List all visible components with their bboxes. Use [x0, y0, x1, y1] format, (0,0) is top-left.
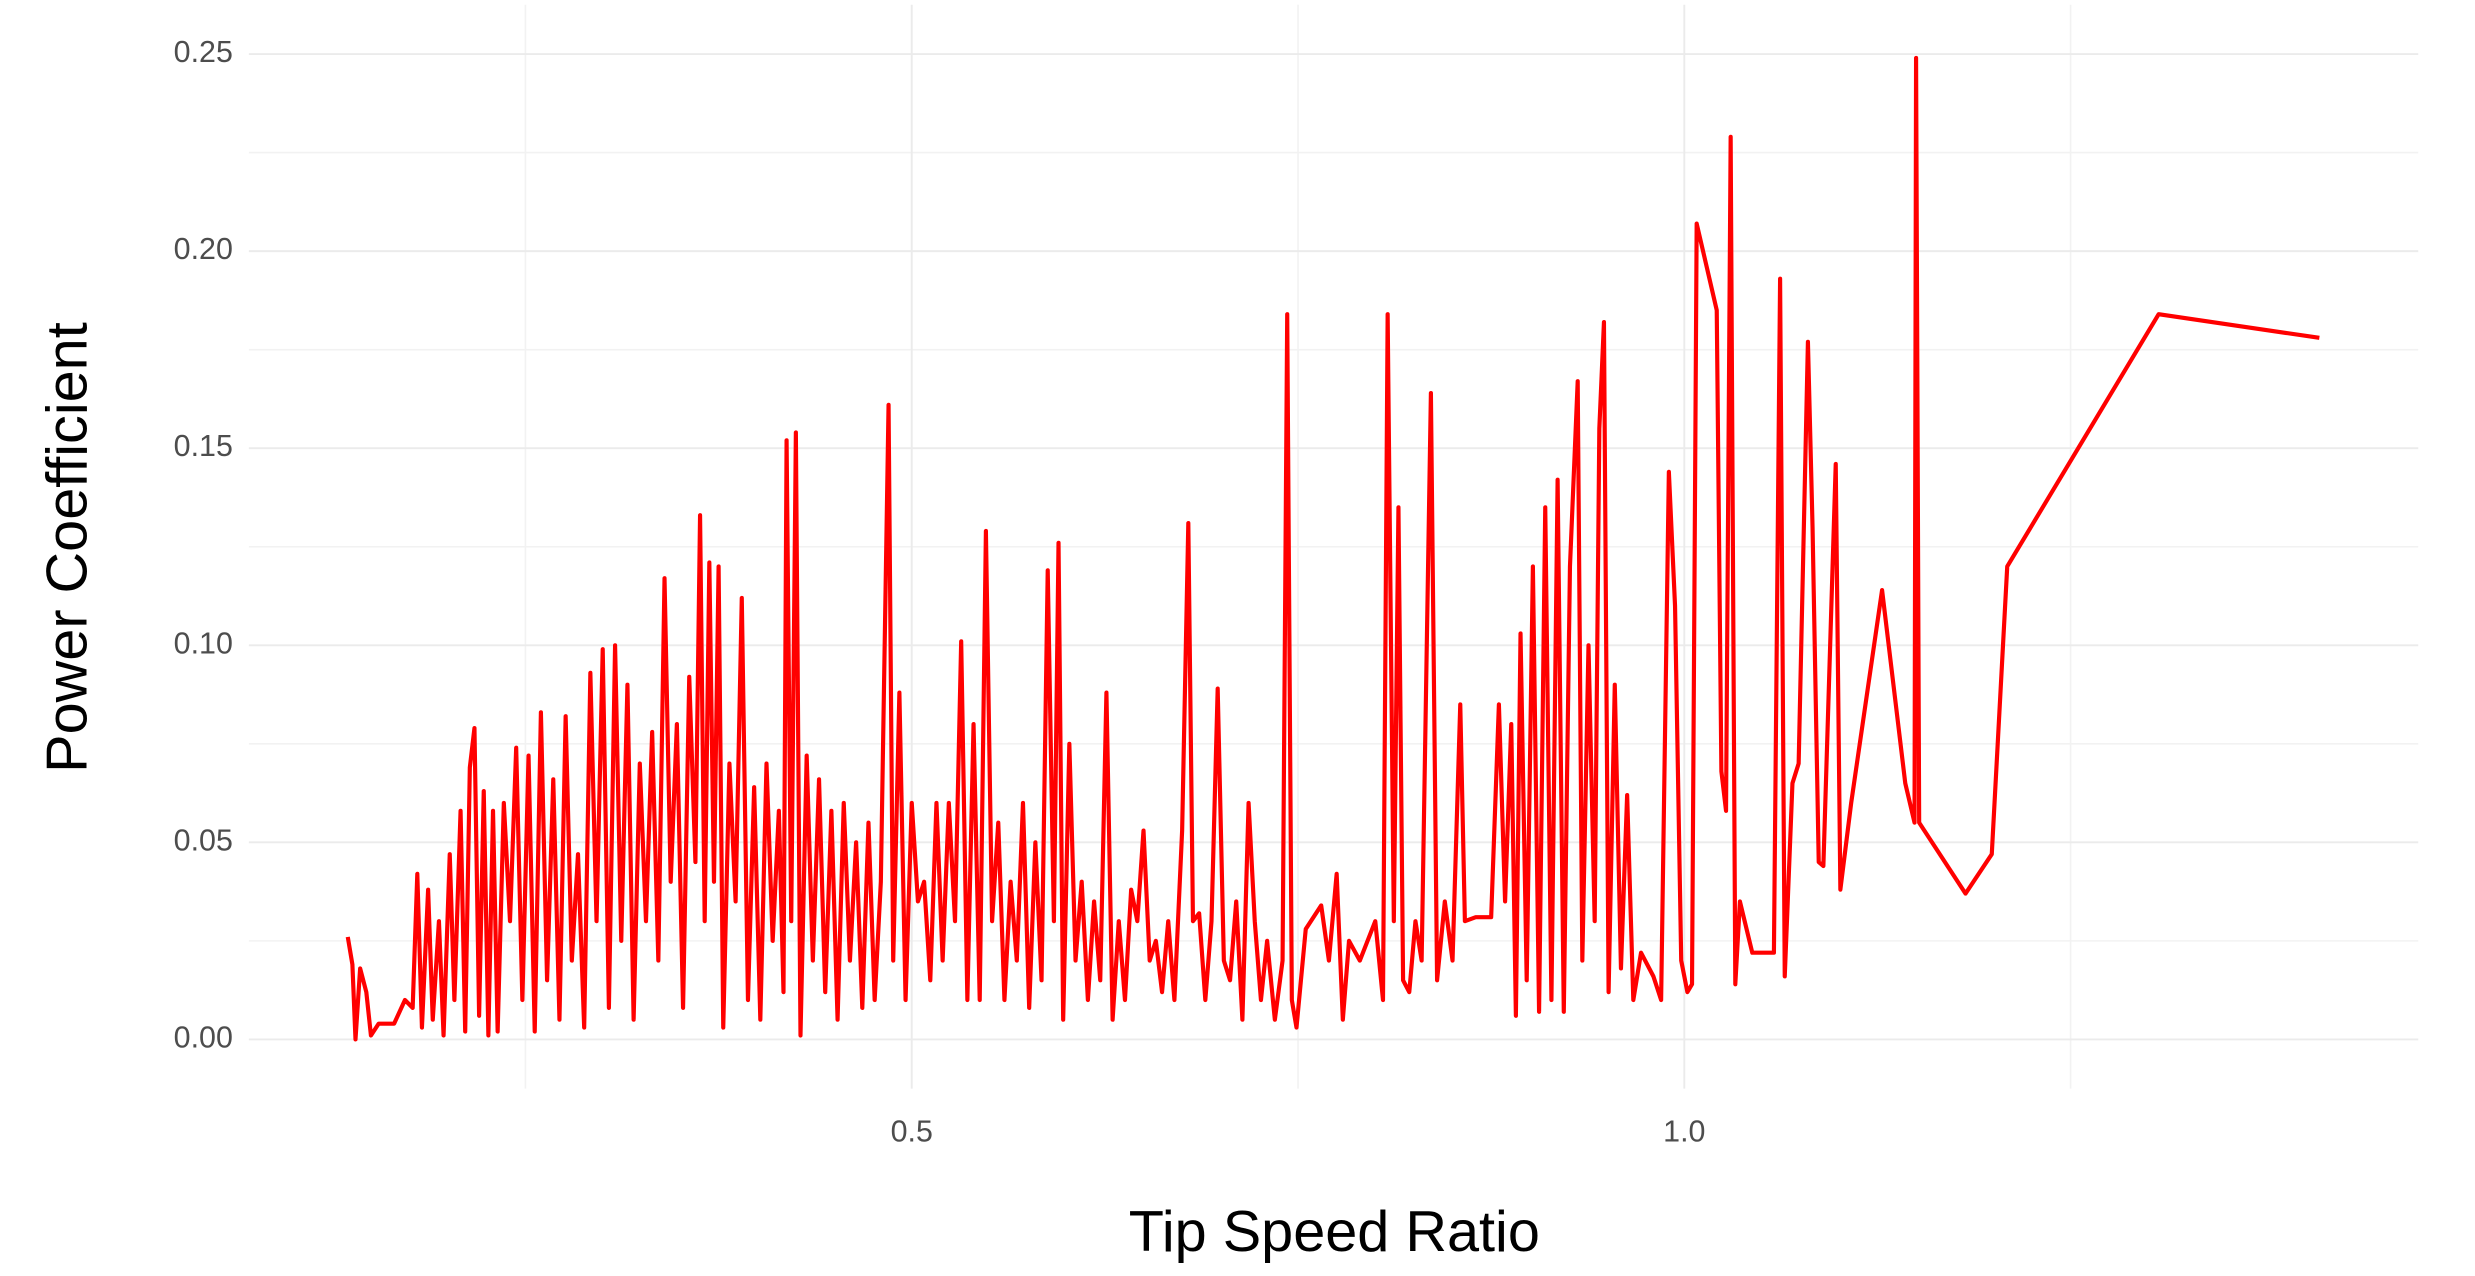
x-tick-label: 0.5 [891, 1115, 933, 1149]
axis-labels: 0.00 0.05 0.10 0.15 0.20 0.25 0.5 1.0 [174, 35, 1706, 1148]
grid [248, 4, 2419, 1089]
x-axis-title: Tip Speed Ratio [1129, 1200, 1540, 1264]
y-tick-label: 0.15 [174, 429, 233, 463]
plot-area [345, 55, 2320, 1042]
y-axis-title: Power Coefficient [35, 322, 99, 773]
x-tick-label: 1.0 [1663, 1115, 1705, 1149]
y-tick-label: 0.25 [174, 35, 233, 69]
y-tick-label: 0.20 [174, 232, 233, 266]
y-tick-label: 0.10 [174, 626, 233, 660]
y-tick-label: 0.05 [174, 823, 233, 857]
y-tick-label: 0.00 [174, 1020, 233, 1054]
data-line [345, 55, 2320, 1042]
